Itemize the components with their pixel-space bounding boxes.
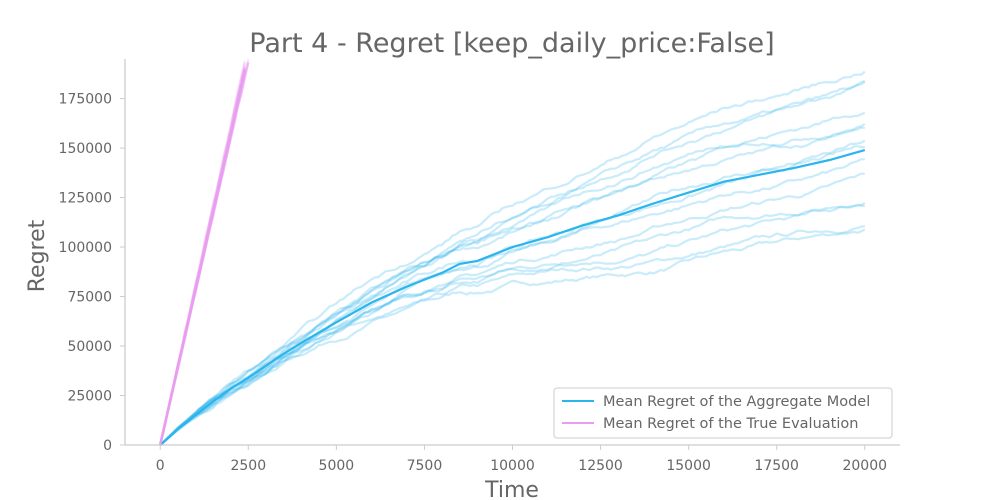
y-tick-label: 75000 [67, 290, 112, 306]
legend: Mean Regret of the Aggregate Model Mean … [553, 387, 893, 439]
x-axis-label: Time [484, 478, 539, 500]
x-tick-label: 0 [156, 458, 165, 474]
aggregate-run-line [159, 79, 866, 446]
y-ticks: 0 25000 50000 75000 100000 125000 150000 175000 [59, 92, 125, 454]
x-tick-label: 15000 [666, 458, 711, 474]
aggregate-run-line [159, 139, 866, 446]
x-tick-label: 7500 [407, 458, 443, 474]
aggregate-run-line [159, 172, 865, 446]
aggregate-mean-line [159, 149, 866, 446]
aggregate-run-line [159, 122, 866, 446]
legend-label-aggregate: Mean Regret of the Aggregate Model [603, 394, 870, 410]
aggregate-run-line [159, 204, 865, 446]
aggregate-run-line [159, 225, 865, 446]
y-tick-label: 50000 [67, 339, 112, 355]
aggregate-run-line [159, 158, 865, 446]
x-tick-label: 5000 [319, 458, 355, 474]
x-tick-label: 10000 [490, 458, 535, 474]
mean-lines [159, 68, 866, 446]
y-tick-label: 25000 [67, 389, 112, 405]
legend-box [553, 387, 893, 439]
x-tick-label: 17500 [754, 458, 799, 474]
x-tick-label: 12500 [578, 458, 623, 474]
y-tick-label: 0 [103, 438, 112, 454]
x-tick-label: 20000 [842, 458, 887, 474]
true-evaluation-mean-line [159, 68, 246, 446]
aggregate-runs [159, 70, 866, 446]
aggregate-run-line [159, 111, 866, 446]
aggregate-run-line [159, 70, 866, 446]
y-axis-label: Regret [25, 219, 50, 292]
y-tick-label: 175000 [59, 92, 112, 108]
x-ticks: 0 2500 5000 7500 10000 12500 15000 17500 20000 [156, 445, 887, 474]
aggregate-run-line [159, 80, 866, 446]
y-tick-label: 125000 [59, 191, 112, 207]
legend-label-true: Mean Regret of the True Evaluation [603, 416, 858, 432]
x-tick-label: 2500 [230, 458, 266, 474]
y-tick-label: 100000 [59, 240, 112, 256]
chart-title: Part 4 - Regret [keep_daily_price:False] [249, 28, 774, 59]
y-tick-label: 150000 [59, 141, 112, 157]
aggregate-run-line [159, 126, 865, 446]
